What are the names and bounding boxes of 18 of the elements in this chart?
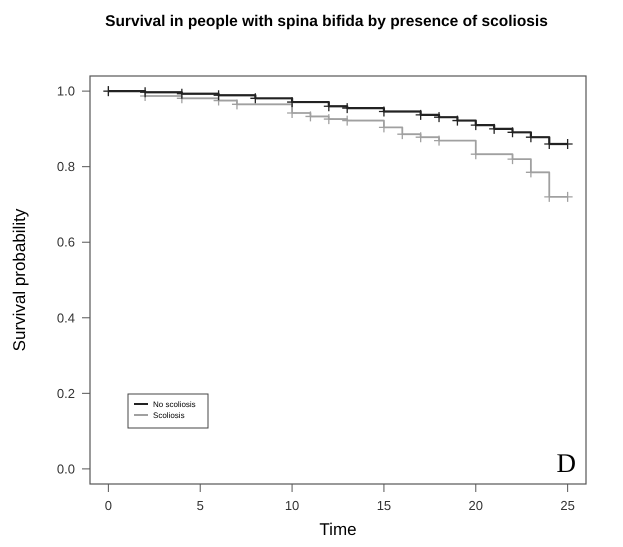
chart-title: Survival in people with spina bifida by presence of scoliosis (105, 13, 548, 30)
y-tick-label: 0.2 (56, 386, 75, 401)
legend-label: No scoliosis (153, 400, 196, 409)
annotation: D (556, 448, 576, 478)
y-tick-label: 0.4 (56, 310, 75, 326)
y-axis-title: Survival probability (10, 208, 29, 352)
x-tick-label: 10 (284, 498, 300, 513)
y-tick-label: 0.0 (56, 461, 75, 476)
x-tick-label: 15 (376, 498, 392, 513)
x-tick-label: 5 (196, 498, 204, 513)
x-tick-label: 20 (468, 498, 484, 513)
x-tick-label: 25 (560, 498, 575, 513)
legend-label: Scoliosis (153, 411, 185, 420)
y-tick-label: 0.8 (56, 159, 75, 174)
y-tick-label: 1.0 (56, 84, 75, 99)
y-tick-label: 0.6 (56, 234, 75, 250)
x-axis-title: Time (319, 520, 357, 539)
x-tick-label: 0 (104, 498, 112, 513)
